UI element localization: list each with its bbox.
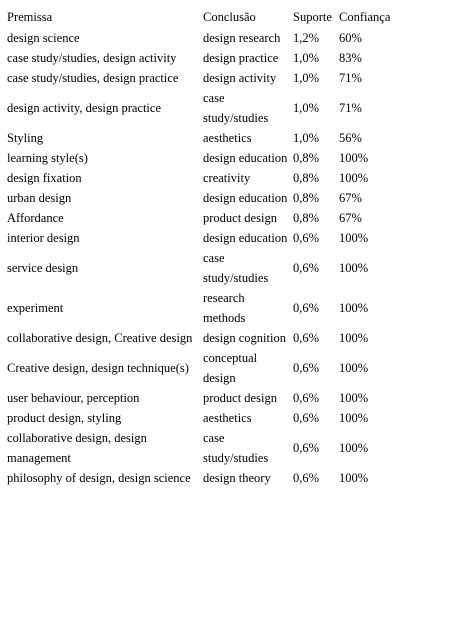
cell-confianca: 100%: [339, 471, 369, 485]
table-row: experiment research methods 0,6% 100%: [5, 288, 401, 328]
table-row: Styling aesthetics 1,0% 56%: [5, 128, 401, 148]
cell-premissa: learning style(s): [7, 151, 88, 165]
cell-conclusao: design education: [203, 191, 288, 205]
cell-conclusao: design research: [203, 31, 281, 45]
cell-suporte: 1,0%: [293, 71, 320, 85]
cell-suporte: 1,0%: [293, 131, 320, 145]
cell-premissa: product design, styling: [7, 411, 122, 425]
cell-confianca: 100%: [339, 231, 369, 245]
cell-suporte: 0,6%: [293, 231, 320, 245]
cell-conclusao: research methods: [203, 291, 246, 325]
cell-suporte: 0,8%: [293, 191, 320, 205]
cell-suporte: 1,0%: [293, 51, 320, 65]
cell-premissa: collaborative design, Creative design: [7, 331, 193, 345]
cell-suporte: 0,8%: [293, 211, 320, 225]
table-row: learning style(s) design education 0,8% 100…: [5, 148, 401, 168]
cell-suporte: 0,6%: [293, 391, 320, 405]
cell-premissa: design science: [7, 31, 80, 45]
cell-premissa: design fixation: [7, 171, 82, 185]
header-conclusao: Conclusão: [203, 10, 256, 24]
cell-premissa: case study/studies, design activity: [7, 51, 177, 65]
table-row: collaborative design, design management c…: [5, 428, 401, 468]
header-confianca: Confiança: [339, 10, 391, 24]
cell-premissa: design activity, design practice: [7, 101, 161, 115]
table-row: collaborative design, Creative design des…: [5, 328, 401, 348]
table-body: design science design research 1,2% 60% case…: [5, 28, 401, 488]
cell-premissa: interior design: [7, 231, 80, 245]
cell-confianca: 67%: [339, 211, 362, 225]
cell-suporte: 0,6%: [293, 261, 320, 275]
cell-suporte: 1,0%: [293, 101, 320, 115]
cell-conclusao: creativity: [203, 171, 251, 185]
cell-conclusao: design practice: [203, 51, 279, 65]
cell-confianca: 100%: [339, 301, 369, 315]
header-suporte: Suporte: [293, 10, 332, 24]
table-row: philosophy of design, design science desi…: [5, 468, 401, 488]
table-row: design fixation creativity 0,8% 100%: [5, 168, 401, 188]
cell-conclusao: conceptual design: [203, 351, 258, 385]
cell-confianca: 100%: [339, 411, 369, 425]
table-row: interior design design education 0,6% 100%: [5, 228, 401, 248]
cell-confianca: 71%: [339, 71, 362, 85]
cell-premissa: Styling: [7, 131, 44, 145]
cell-conclusao: design theory: [203, 471, 271, 485]
cell-confianca: 100%: [339, 331, 369, 345]
cell-premissa: collaborative design, design management: [7, 431, 147, 465]
table-row: case study/studies, design activity desig…: [5, 48, 401, 68]
cell-confianca: 71%: [339, 101, 362, 115]
cell-conclusao: aesthetics: [203, 131, 252, 145]
cell-premissa: Affordance: [7, 211, 64, 225]
cell-suporte: 0,6%: [293, 441, 320, 455]
table-row: Affordance product design 0,8% 67%: [5, 208, 401, 228]
table-row: product design, styling aesthetics 0,6% 100…: [5, 408, 401, 428]
table-row: design science design research 1,2% 60%: [5, 28, 401, 48]
cell-premissa: Creative design, design technique(s): [7, 361, 189, 375]
cell-conclusao: product design: [203, 391, 277, 405]
cell-confianca: 100%: [339, 171, 369, 185]
cell-conclusao: case study/studies: [203, 251, 269, 285]
cell-suporte: 0,6%: [293, 361, 320, 375]
cell-conclusao: aesthetics: [203, 411, 252, 425]
cell-conclusao: product design: [203, 211, 277, 225]
cell-suporte: 0,6%: [293, 411, 320, 425]
table-row: Creative design, design technique(s) conc…: [5, 348, 401, 388]
cell-suporte: 0,6%: [293, 331, 320, 345]
cell-confianca: 83%: [339, 51, 362, 65]
cell-suporte: 0,8%: [293, 171, 320, 185]
cell-confianca: 100%: [339, 261, 369, 275]
cell-conclusao: case study/studies: [203, 431, 269, 465]
cell-suporte: 1,2%: [293, 31, 320, 45]
cell-confianca: 60%: [339, 31, 362, 45]
cell-premissa: philosophy of design, design science: [7, 471, 191, 485]
cell-confianca: 100%: [339, 361, 369, 375]
table-row: user behaviour, perception product design…: [5, 388, 401, 408]
cell-confianca: 56%: [339, 131, 362, 145]
cell-conclusao: case study/studies: [203, 91, 269, 125]
cell-conclusao: design education: [203, 151, 288, 165]
cell-premissa: user behaviour, perception: [7, 391, 140, 405]
table-row: urban design design education 0,8% 67%: [5, 188, 401, 208]
cell-conclusao: design cognition: [203, 331, 286, 345]
cell-confianca: 100%: [339, 441, 369, 455]
header-premissa: Premissa: [7, 10, 53, 24]
cell-premissa: experiment: [7, 301, 64, 315]
cell-premissa: case study/studies, design practice: [7, 71, 179, 85]
table-header-row: Premissa Conclusão Suporte Confiança: [5, 6, 401, 28]
cell-conclusao: design education: [203, 231, 288, 245]
cell-premissa: urban design: [7, 191, 72, 205]
table-row: service design case study/studies 0,6% 100%: [5, 248, 401, 288]
table-row: design activity, design practice case stu…: [5, 88, 401, 128]
cell-confianca: 100%: [339, 151, 369, 165]
cell-suporte: 0,8%: [293, 151, 320, 165]
cell-conclusao: design activity: [203, 71, 277, 85]
cell-confianca: 100%: [339, 391, 369, 405]
cell-confianca: 67%: [339, 191, 362, 205]
cell-suporte: 0,6%: [293, 301, 320, 315]
cell-premissa: service design: [7, 261, 79, 275]
cell-suporte: 0,6%: [293, 471, 320, 485]
table-row: case study/studies, design practice desig…: [5, 68, 401, 88]
association-rules-table: Premissa Conclusão Suporte Confiança des…: [5, 6, 401, 488]
